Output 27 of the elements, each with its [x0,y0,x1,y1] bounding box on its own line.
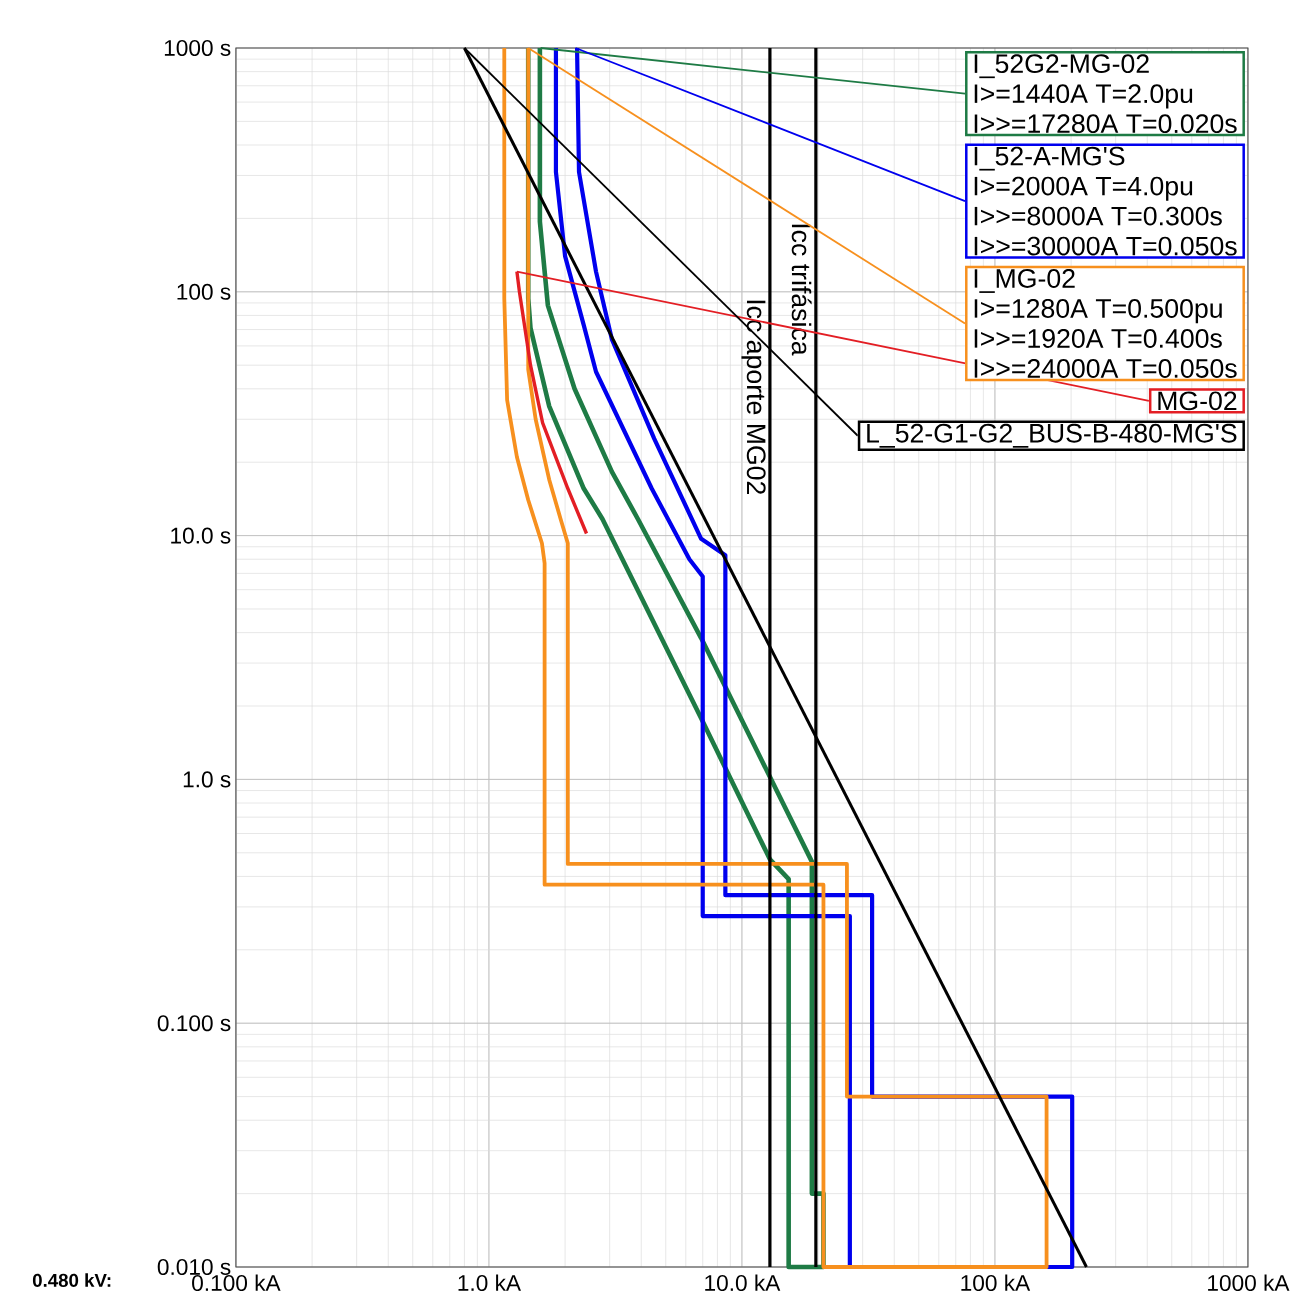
x-tick-label: 1.0 kA [458,1274,522,1292]
annotation: I>>=30000A T=0.050s [974,236,1237,256]
annotation: L_52-G1-G2_BUS-B-480-MG'S [867,423,1237,448]
annotation: I>>=24000A T=0.050s [974,359,1237,378]
y-tick-label: 10.0 s [171,527,231,544]
x-tick-label: 0.100 kA [192,1274,281,1292]
annotation: I>>=1920A T=0.400s [974,329,1222,348]
y-tick-label: 1.0 s [183,771,231,788]
y-tick-label: 1000 s [164,39,231,57]
text: 0.480 kV: [32,1273,111,1287]
ref-line-label: Icc trifásica [791,224,812,356]
annotation: I>=1280A T=0.500pu [974,299,1222,324]
annotation: MG-02 [1158,391,1237,411]
y-tick-label: 0.100 s [157,1015,231,1032]
annotation: I_52G2-MG-02 [974,54,1149,79]
ref-line-label: Icc aporte MG02 [741,300,766,495]
x-tick-label: 10.0 kA [705,1274,781,1292]
annotation: I>=1440A T=2.0pu [974,84,1193,109]
x-tick-label: 1000 kA [1208,1274,1290,1292]
annotation: I>=2000A T=4.0pu [974,176,1193,201]
x-tick-label: 100 kA [961,1274,1031,1292]
annotation: I_MG-02 [974,269,1075,293]
y-tick-label: 0.010 s [157,1258,231,1276]
annotation: I_52-A-MG'S [974,146,1125,171]
annotation: I>>=17280A T=0.020s [974,114,1237,134]
annotation: I>>=8000A T=0.300s [974,206,1222,226]
y-tick-label: 100 s [177,283,231,300]
